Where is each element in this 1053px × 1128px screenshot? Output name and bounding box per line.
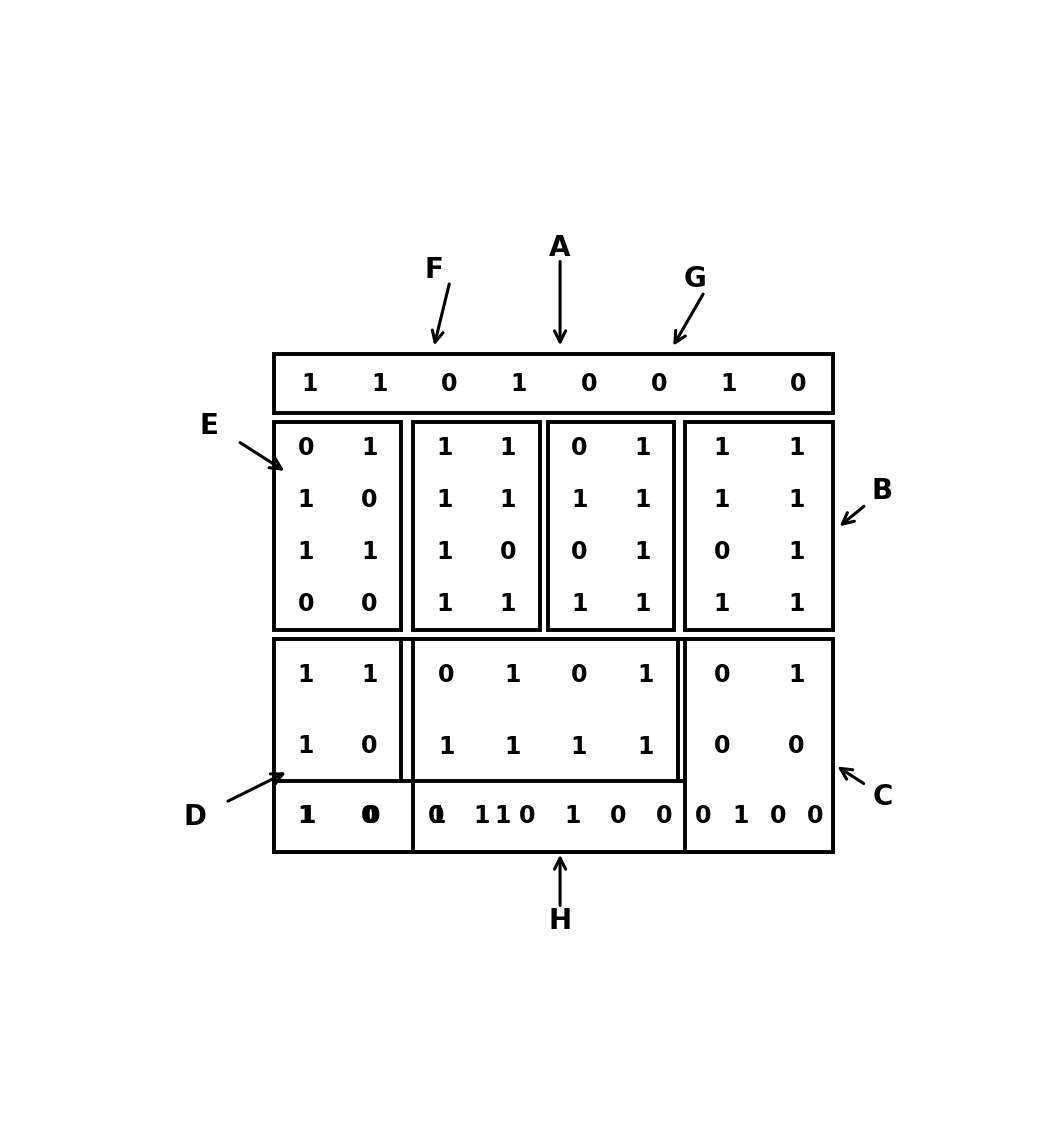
Text: B: B <box>872 477 893 505</box>
Text: 1: 1 <box>299 804 315 828</box>
Text: 0: 0 <box>361 733 378 758</box>
Text: 1: 1 <box>437 437 453 460</box>
Text: 0: 0 <box>361 592 378 616</box>
Text: F: F <box>424 256 443 284</box>
Text: 1: 1 <box>788 437 804 460</box>
Text: 0: 0 <box>714 662 731 687</box>
Text: C: C <box>872 783 893 811</box>
Bar <box>413 640 678 783</box>
Text: 1: 1 <box>720 372 737 396</box>
Text: 1: 1 <box>298 540 314 564</box>
Text: 1: 1 <box>298 804 314 828</box>
Text: 1: 1 <box>635 437 651 460</box>
Bar <box>548 422 674 631</box>
Text: 0: 0 <box>298 592 314 616</box>
Text: 0: 0 <box>651 372 667 396</box>
Bar <box>413 422 540 631</box>
Text: 1: 1 <box>572 488 588 512</box>
Text: 1: 1 <box>371 372 388 396</box>
Text: 0: 0 <box>571 437 588 460</box>
Text: A: A <box>550 235 571 263</box>
Text: 0: 0 <box>788 733 804 758</box>
Text: 0: 0 <box>428 804 444 828</box>
Text: 0: 0 <box>695 804 712 828</box>
Text: 1: 1 <box>437 488 453 512</box>
Text: 1: 1 <box>430 804 445 828</box>
Text: 1: 1 <box>714 488 730 512</box>
Text: 1: 1 <box>500 488 516 512</box>
Text: 1: 1 <box>788 540 804 564</box>
Text: 1: 1 <box>571 734 588 759</box>
Text: 0: 0 <box>790 372 807 396</box>
Text: 1: 1 <box>437 592 453 616</box>
Text: 1: 1 <box>500 437 516 460</box>
Text: 1: 1 <box>474 804 490 828</box>
Text: 0: 0 <box>438 663 455 687</box>
Text: 1: 1 <box>637 734 654 759</box>
Text: 0: 0 <box>361 804 378 828</box>
Text: 1: 1 <box>361 540 377 564</box>
Bar <box>275 354 834 413</box>
Text: 0: 0 <box>580 372 597 396</box>
Text: 1: 1 <box>438 734 455 759</box>
Text: E: E <box>200 413 219 440</box>
Text: 0: 0 <box>571 663 588 687</box>
Text: 0: 0 <box>807 804 823 828</box>
Text: 0: 0 <box>770 804 786 828</box>
Text: 1: 1 <box>635 540 651 564</box>
Text: 1: 1 <box>298 733 314 758</box>
Text: 1: 1 <box>733 804 749 828</box>
Text: 1: 1 <box>637 663 654 687</box>
Text: 1: 1 <box>511 372 528 396</box>
Text: 1: 1 <box>361 437 377 460</box>
Text: 0: 0 <box>656 804 672 828</box>
Text: G: G <box>683 265 707 292</box>
Text: D: D <box>184 803 206 831</box>
Text: 1: 1 <box>298 662 314 687</box>
Text: 1: 1 <box>298 488 314 512</box>
Text: 1: 1 <box>714 592 730 616</box>
Text: 0: 0 <box>364 804 380 828</box>
Bar <box>275 640 401 852</box>
Bar <box>413 781 687 852</box>
Text: 1: 1 <box>635 592 651 616</box>
Bar <box>275 781 536 852</box>
Text: 1: 1 <box>504 663 521 687</box>
Text: 0: 0 <box>361 488 378 512</box>
Text: 1: 1 <box>564 804 581 828</box>
Text: 1: 1 <box>301 372 318 396</box>
Text: 0: 0 <box>571 540 588 564</box>
Text: 0: 0 <box>610 804 627 828</box>
Text: 1: 1 <box>437 540 453 564</box>
Text: 1: 1 <box>495 804 511 828</box>
Text: 0: 0 <box>298 437 314 460</box>
Text: 1: 1 <box>635 488 651 512</box>
Text: 0: 0 <box>441 372 457 396</box>
Text: 1: 1 <box>788 488 804 512</box>
Bar <box>275 422 401 631</box>
Text: 0: 0 <box>714 540 731 564</box>
Text: 1: 1 <box>361 662 377 687</box>
Text: 0: 0 <box>714 733 731 758</box>
Bar <box>275 640 834 852</box>
Text: 1: 1 <box>500 592 516 616</box>
Text: 1: 1 <box>788 592 804 616</box>
Text: 1: 1 <box>504 734 521 759</box>
Text: 0: 0 <box>500 540 516 564</box>
Bar <box>684 422 834 631</box>
Text: 1: 1 <box>572 592 588 616</box>
Text: 0: 0 <box>519 804 535 828</box>
Text: 1: 1 <box>714 437 730 460</box>
Text: 1: 1 <box>788 662 804 687</box>
Bar <box>684 640 834 852</box>
Text: H: H <box>549 907 572 935</box>
